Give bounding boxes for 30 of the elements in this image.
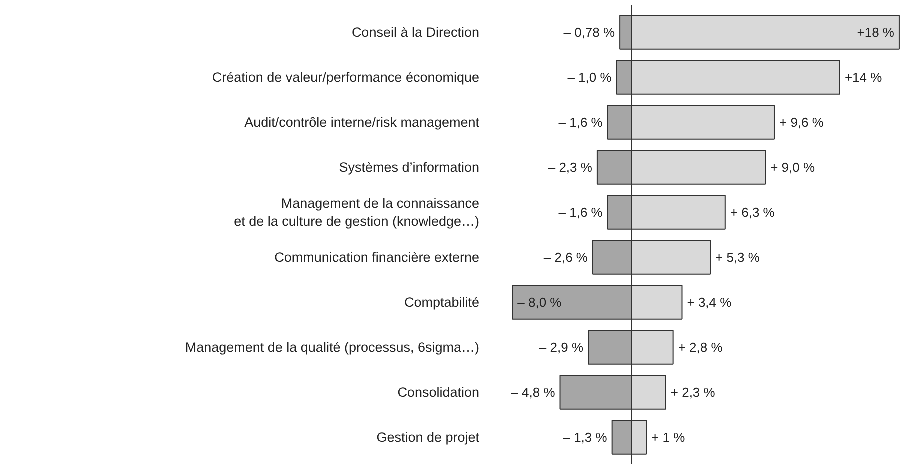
y-tick-label: Comptabilité	[404, 295, 480, 310]
data-label: – 0,78 %	[564, 25, 616, 40]
data-label: +14 %	[844, 70, 883, 85]
data-label: + 2,8 %	[678, 340, 724, 355]
data-label: – 1,0 %	[568, 70, 612, 85]
y-tick-label: Consolidation	[398, 385, 480, 400]
data-label: – 8,0 %	[518, 295, 562, 310]
y-tick-label: Conseil à la Direction	[352, 25, 480, 40]
y-tick-label: Création de valeur/performance économique	[212, 70, 480, 85]
data-label: + 9,0 %	[770, 160, 816, 175]
data-label: – 2,9 %	[539, 340, 584, 355]
y-tick-label: Management de la connaissance et de la culture de gestion (knowledge…)	[234, 196, 480, 229]
data-label: – 4,8 %	[511, 385, 556, 400]
y-tick-label: Communication financière externe	[274, 250, 480, 265]
data-label: + 1 %	[652, 430, 686, 445]
y-tick-label: Audit/contrôle interne/risk management	[244, 115, 480, 130]
y-tick-label: Gestion de projet	[376, 430, 480, 445]
data-label: + 9,6 %	[779, 115, 824, 130]
data-label: + 3,4 %	[687, 295, 732, 310]
data-label: + 2,3 %	[670, 385, 716, 400]
data-label: + 6,3 %	[730, 205, 776, 220]
data-label: + 5,3 %	[716, 250, 760, 265]
data-label: – 1,6 %	[558, 115, 604, 130]
y-tick-label: Management de la qualité (processus, 6sigma…)	[185, 340, 480, 355]
data-label: – 2,3 %	[548, 160, 593, 175]
data-label: – 1,3 %	[563, 430, 608, 445]
y-tick-label: Systèmes d’information	[339, 160, 480, 175]
data-label: – 1,6 %	[558, 205, 604, 220]
data-label: +18 %	[857, 25, 895, 40]
data-label: – 2,6 %	[544, 250, 588, 265]
